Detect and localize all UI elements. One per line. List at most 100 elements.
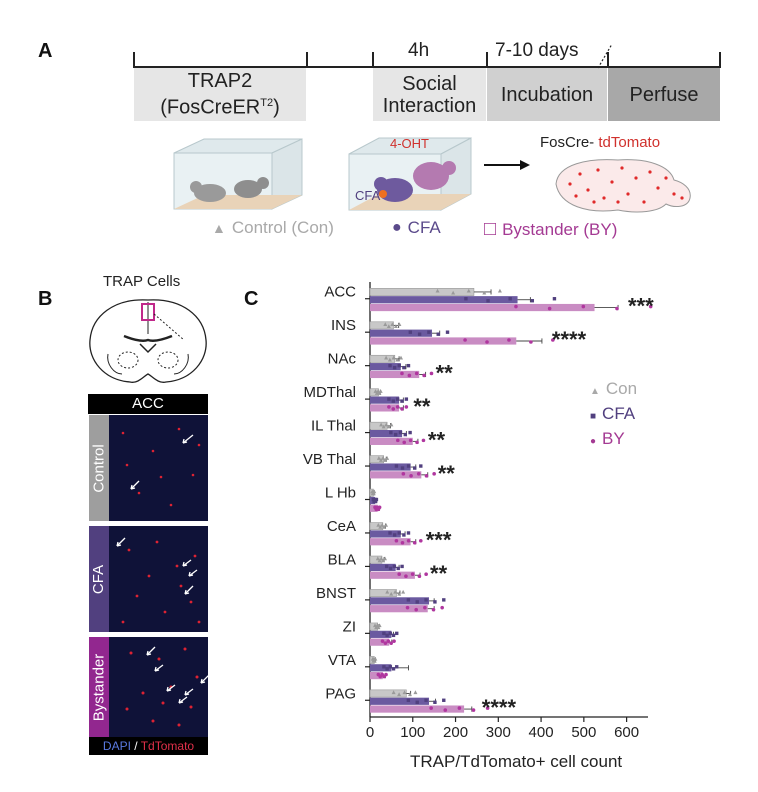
data-point-cfa [392, 365, 397, 370]
data-point-by [414, 371, 419, 376]
data-point-con [395, 357, 400, 362]
data-point-con [407, 692, 412, 697]
data-point-con [397, 591, 402, 596]
x-tick-label: 400 [529, 724, 554, 741]
data-point-con [376, 625, 381, 630]
timeline-box-perfuse: Perfuse [608, 68, 720, 121]
data-point-cfa [397, 363, 401, 368]
legend-cfa: ■ CFA [590, 404, 636, 423]
bar-by [370, 337, 517, 345]
data-point-by [648, 304, 653, 309]
panel-a-letter: A [38, 40, 53, 62]
data-point-con [389, 422, 394, 427]
stain-image-cfa: CFA [89, 526, 208, 632]
bar-by [370, 370, 420, 379]
data-point-cfa [406, 363, 411, 368]
data-point-cfa [393, 432, 398, 437]
timeline-box-trap2: TRAP2 (FosCreERT2) [134, 68, 306, 121]
data-point-con [397, 322, 402, 326]
data-point-by [418, 538, 423, 543]
data-point-cfa [400, 399, 404, 403]
data-point-cfa [382, 631, 386, 636]
x-tick-label: 600 [614, 724, 639, 741]
bar-cfa [370, 697, 430, 705]
data-point-cfa [395, 665, 399, 669]
data-point-cfa [445, 330, 450, 334]
data-point-con [373, 656, 378, 661]
timeline-box-incubation: Incubation [487, 68, 607, 121]
data-point-by [415, 440, 419, 445]
data-point-by [386, 639, 391, 643]
data-point-by [443, 708, 448, 712]
stain-label-cfa: CFA [89, 526, 109, 632]
data-point-by [396, 438, 400, 443]
significance-stars: ** [413, 394, 431, 419]
data-point-by [416, 472, 421, 476]
data-point-by [431, 607, 436, 612]
data-point-by [380, 639, 385, 643]
data-point-cfa [433, 600, 437, 604]
legend-cfa: ● CFA [392, 218, 441, 237]
circle-icon: ● [590, 436, 597, 447]
data-point-cfa [388, 363, 392, 368]
data-point-cfa [403, 432, 407, 437]
x-tick-label: 500 [571, 724, 596, 741]
data-point-by [392, 639, 396, 643]
data-point-cfa [382, 665, 386, 669]
data-point-cfa [388, 531, 392, 535]
data-point-con [466, 288, 471, 293]
data-point-cfa [388, 631, 393, 636]
legend-bystander: □ Bystander (BY) [484, 218, 618, 240]
data-point-cfa [415, 700, 419, 704]
sagittal-brain-illustration [555, 159, 691, 213]
data-point-by [417, 574, 422, 579]
data-point-by [410, 572, 415, 577]
y-tick-label: BLA [328, 551, 356, 568]
data-point-by [551, 338, 555, 342]
data-point-con [397, 692, 402, 697]
significance-stars: ** [436, 360, 454, 385]
data-point-cfa [387, 397, 391, 401]
data-point-con [389, 591, 394, 596]
data-point-by [429, 706, 433, 710]
data-point-con [377, 391, 382, 395]
data-point-con [402, 690, 407, 695]
significance-stars: ** [428, 427, 446, 452]
x-tick-label: 300 [486, 724, 511, 741]
data-point-by [394, 538, 399, 543]
bar-cfa [370, 630, 392, 638]
data-point-cfa [402, 365, 406, 370]
data-point-con [393, 324, 398, 328]
data-point-con [378, 524, 383, 529]
data-point-con [379, 422, 384, 427]
y-tick-label: PAG [325, 685, 356, 702]
bar-by [370, 705, 465, 713]
data-point-by [440, 605, 444, 610]
stain-label-control: Control [89, 415, 109, 521]
data-point-by [414, 607, 418, 612]
bar-by [370, 404, 400, 412]
data-point-cfa [395, 631, 399, 636]
data-point-cfa [388, 665, 393, 669]
data-point-con [372, 658, 377, 663]
data-point-by [402, 440, 407, 445]
data-point-cfa [396, 566, 400, 571]
data-point-cfa [508, 297, 512, 301]
data-point-cfa [530, 299, 535, 303]
data-point-by [406, 538, 411, 543]
data-point-cfa [417, 332, 422, 336]
x-tick-label: 0 [366, 724, 374, 741]
bar-cfa [370, 296, 518, 304]
bar-con [369, 288, 475, 296]
data-point-con [380, 522, 385, 527]
stain-dots [116, 537, 201, 624]
data-point-by [412, 540, 417, 545]
bar-by [370, 538, 411, 546]
acc-header: ACC [88, 394, 208, 414]
data-point-cfa [415, 600, 419, 604]
data-point-con [382, 524, 387, 529]
data-point-by [404, 574, 408, 579]
data-point-con [384, 355, 389, 360]
y-tick-label: CeA [327, 518, 356, 535]
data-point-by [529, 340, 533, 344]
